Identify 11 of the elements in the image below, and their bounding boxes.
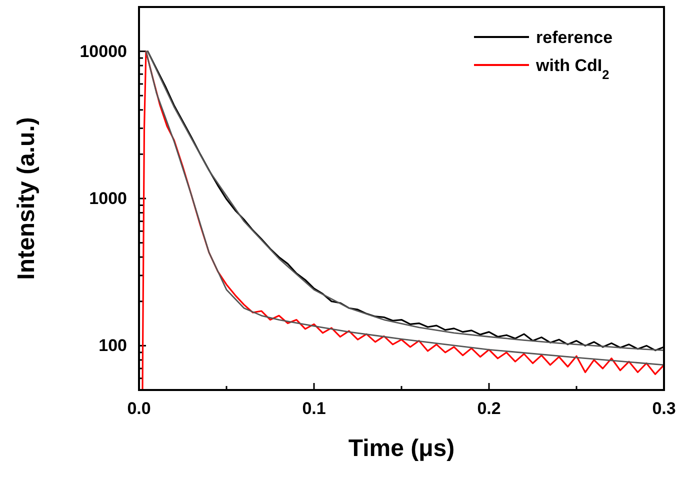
- y-axis-title: Intensity (a.u.): [13, 117, 40, 280]
- y-tick-label: 1000: [89, 188, 127, 208]
- y-tick-label: 10000: [80, 42, 127, 61]
- x-axis-title: Time (μs): [348, 435, 455, 462]
- legend-label: with CdI$_{2}$: [535, 56, 610, 82]
- y-tick-label: 100: [98, 336, 127, 356]
- x-tick-label: 0.0: [127, 399, 151, 418]
- x-tick-label: 0.1: [302, 399, 326, 418]
- legend-label: reference: [536, 28, 613, 47]
- x-tick-label: 0.2: [477, 399, 501, 418]
- x-tick-label: 0.3: [652, 399, 676, 418]
